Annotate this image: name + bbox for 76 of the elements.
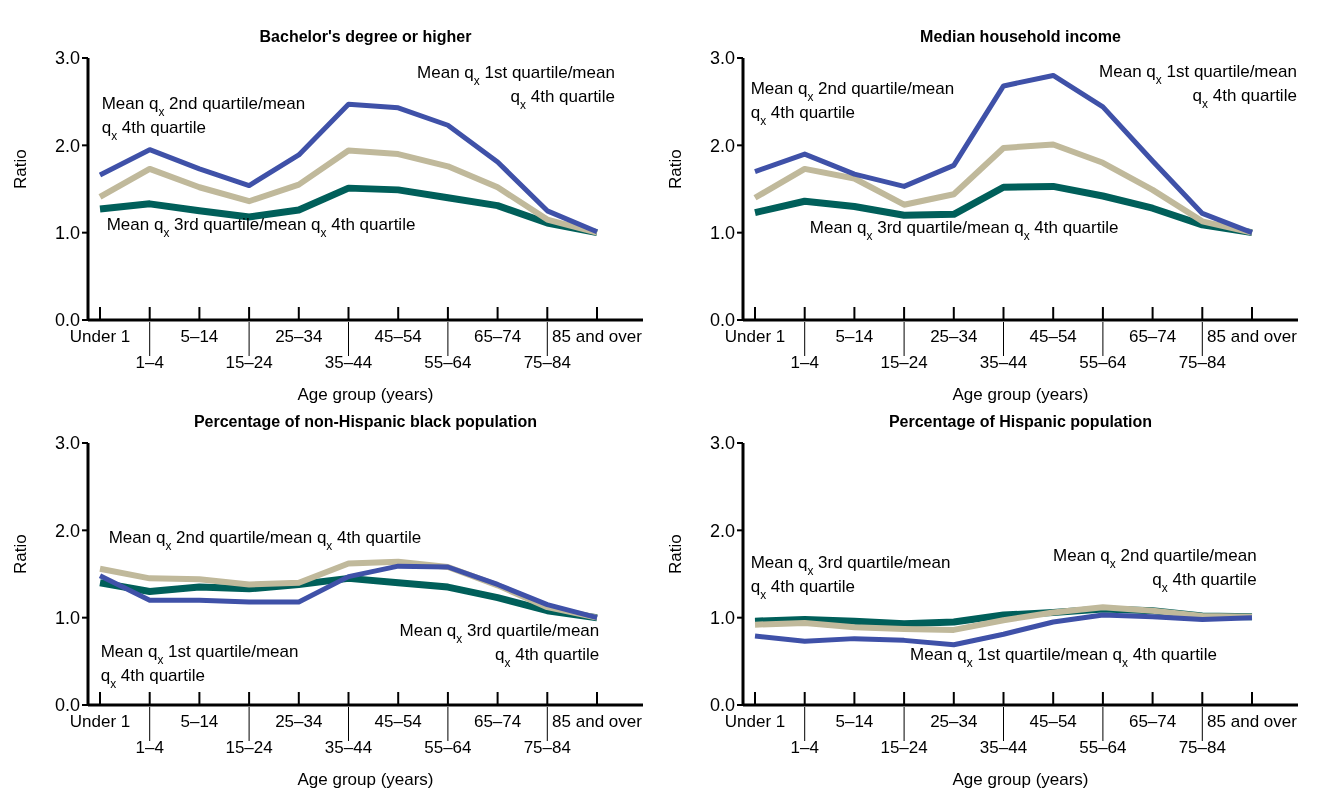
x-tick-label: 45–54 <box>1029 327 1077 346</box>
y-tick-label: 2.0 <box>709 135 735 156</box>
x-tick-label: 65–74 <box>1128 327 1177 346</box>
x-tick-label: 55–64 <box>1079 353 1127 372</box>
x-axis-title: Age group (years) <box>297 385 434 404</box>
x-tick-label: 15–24 <box>880 738 928 757</box>
y-tick-label: 3.0 <box>709 48 735 69</box>
series-label: Mean q$_{x}$ 1st quartile/mean q$_{x}$ 4th quartile <box>910 645 1217 671</box>
chart-title: Percentage of non-Hispanic black population <box>192 413 539 432</box>
text: Mean q$_{x}$ 1st quartile/mean q$_{x}$ 4th quartile <box>100 642 299 692</box>
y-tick-label: 1.0 <box>54 608 80 629</box>
x-tick-label: 5–14 <box>835 712 874 731</box>
x-tick-label: 5–14 <box>180 327 219 346</box>
x-tick-label: 75–84 <box>1178 353 1226 372</box>
x-tick-label: 45–54 <box>1029 712 1077 731</box>
x-tick-label: 45–54 <box>374 327 422 346</box>
x-tick-label: 35–44 <box>979 738 1028 757</box>
x-tick-label: 15–24 <box>225 738 273 757</box>
x-axis-title: Age group (years) <box>297 770 434 789</box>
series-label: Mean q$_{x}$ 3rd quartile/mean q$_{x}$ 4th quartile <box>399 620 600 670</box>
series-label: Mean q$_{x}$ 1st quartile/mean q$_{x}$ 4th quartile <box>1099 61 1297 111</box>
x-tick-label: 25–34 <box>930 327 978 346</box>
chart-title: Median household income <box>919 28 1122 47</box>
y-tick-label: 1.0 <box>709 608 735 629</box>
x-tick-label: 5–14 <box>835 327 874 346</box>
chart-title: Percentage of Hispanic population <box>887 413 1154 432</box>
y-tick-label: 3.0 <box>54 48 80 69</box>
y-tick-label: 2.0 <box>709 520 735 541</box>
text: Mean q$_{x}$ 2nd quartile/mean q$_{x}$ 4th quartile <box>750 78 955 128</box>
x-tick-label: 1–4 <box>135 738 164 757</box>
x-tick-label: 35–44 <box>324 353 373 372</box>
series-label: Mean q$_{x}$ 3rd quartile/mean q$_{x}$ 4th quartile <box>106 214 416 240</box>
y-axis-title: Ratio <box>11 149 31 189</box>
x-tick-label: 15–24 <box>880 353 928 372</box>
y-tick-label: 1.0 <box>709 223 735 244</box>
x-tick-label: 25–34 <box>275 327 323 346</box>
x-axis-title: Age group (years) <box>952 770 1089 789</box>
x-tick-label: 75–84 <box>523 353 571 372</box>
x-tick-label: 1–4 <box>790 353 819 372</box>
x-tick-label: 85 and over <box>552 712 643 731</box>
x-tick-label: 35–44 <box>324 738 373 757</box>
x-tick-label: 15–24 <box>225 353 273 372</box>
x-tick-label: 85 and over <box>552 327 643 346</box>
x-tick-label: 45–54 <box>374 712 422 731</box>
x-tick-label: 65–74 <box>473 327 522 346</box>
y-tick-label: 3.0 <box>54 433 80 454</box>
chart-title: Bachelor's degree or higher <box>258 28 473 47</box>
y-tick-label: 1.0 <box>54 223 80 244</box>
series-label: Mean q$_{x}$ 3rd quartile/mean q$_{x}$ 4th quartile <box>809 218 1119 244</box>
x-tick-label: 35–44 <box>979 353 1028 372</box>
x-tick-label: 1–4 <box>790 738 819 757</box>
x-tick-label: 5–14 <box>180 712 219 731</box>
x-tick-label: 55–64 <box>1079 738 1127 757</box>
y-tick-label: 2.0 <box>54 520 80 541</box>
y-tick-label: 3.0 <box>709 433 735 454</box>
x-tick-label: 65–74 <box>473 712 522 731</box>
x-tick-label: 25–34 <box>930 712 978 731</box>
text: Mean q$_{x}$ 3rd quartile/mean q$_{x}$ 4th quartile <box>750 553 951 603</box>
x-tick-label: 75–84 <box>523 738 571 757</box>
x-tick-label: 85 and over <box>1207 712 1298 731</box>
x-tick-label: 55–64 <box>424 738 472 757</box>
x-tick-label: 1–4 <box>135 353 164 372</box>
text: Mean q$_{x}$ 2nd quartile/mean q$_{x}$ 4th quartile <box>101 93 306 143</box>
x-axis-title: Age group (years) <box>952 385 1089 404</box>
series-label: Mean q$_{x}$ 2nd quartile/mean q$_{x}$ 4th quartile <box>108 528 422 554</box>
y-tick-label: 2.0 <box>54 135 80 156</box>
series-label: Mean q$_{x}$ 2nd quartile/mean q$_{x}$ 4th quartile <box>1053 545 1257 595</box>
x-tick-label: 55–64 <box>424 353 472 372</box>
x-tick-label: 85 and over <box>1207 327 1298 346</box>
series-label: Mean q$_{x}$ 1st quartile/mean q$_{x}$ 4th quartile <box>417 63 615 113</box>
y-axis-title: Ratio <box>666 534 686 574</box>
x-tick-label: 75–84 <box>1178 738 1226 757</box>
x-tick-label: 25–34 <box>275 712 323 731</box>
y-axis-title: Ratio <box>11 534 31 574</box>
x-tick-label: 65–74 <box>1128 712 1177 731</box>
y-axis-title: Ratio <box>666 149 686 189</box>
